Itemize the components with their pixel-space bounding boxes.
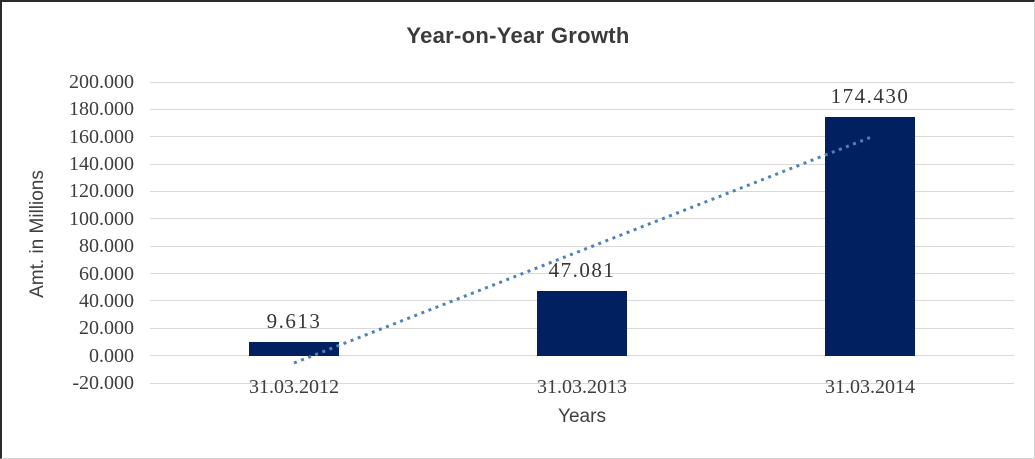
- y-tick-label: 160.000: [69, 125, 134, 148]
- y-tick-label: 180.000: [69, 98, 134, 121]
- bar: [825, 116, 915, 356]
- y-gridline: [150, 382, 1014, 384]
- y-tick-label: 40.000: [79, 289, 134, 312]
- y-tick-label: 80.000: [79, 235, 134, 258]
- y-tick-label: 140.000: [69, 153, 134, 176]
- bar-data-label: 47.081: [548, 258, 616, 283]
- y-tick-label: 20.000: [79, 317, 134, 340]
- y-tick-label: 0.000: [89, 344, 134, 367]
- x-tick-label: 31.03.2013: [537, 376, 627, 398]
- bar: [537, 291, 627, 356]
- x-tick-label: 31.03.2012: [249, 376, 339, 398]
- y-tick-label: -20.000: [72, 372, 134, 394]
- bar-data-label: 9.613: [266, 309, 322, 334]
- y-tick-label: 100.000: [69, 207, 134, 230]
- bar-data-label: 174.430: [830, 83, 910, 108]
- y-tick-label: 200.000: [69, 71, 134, 93]
- bar: [249, 342, 339, 356]
- x-axis-title: Years: [558, 406, 606, 427]
- y-tick-label: 120.000: [69, 180, 134, 203]
- y-gridline: [150, 81, 1014, 83]
- y-tick-label: 60.000: [79, 262, 134, 285]
- x-tick-label: 31.03.2014: [825, 376, 915, 398]
- y-gridline: [150, 108, 1014, 110]
- chart-title: Year-on-Year Growth: [406, 23, 630, 48]
